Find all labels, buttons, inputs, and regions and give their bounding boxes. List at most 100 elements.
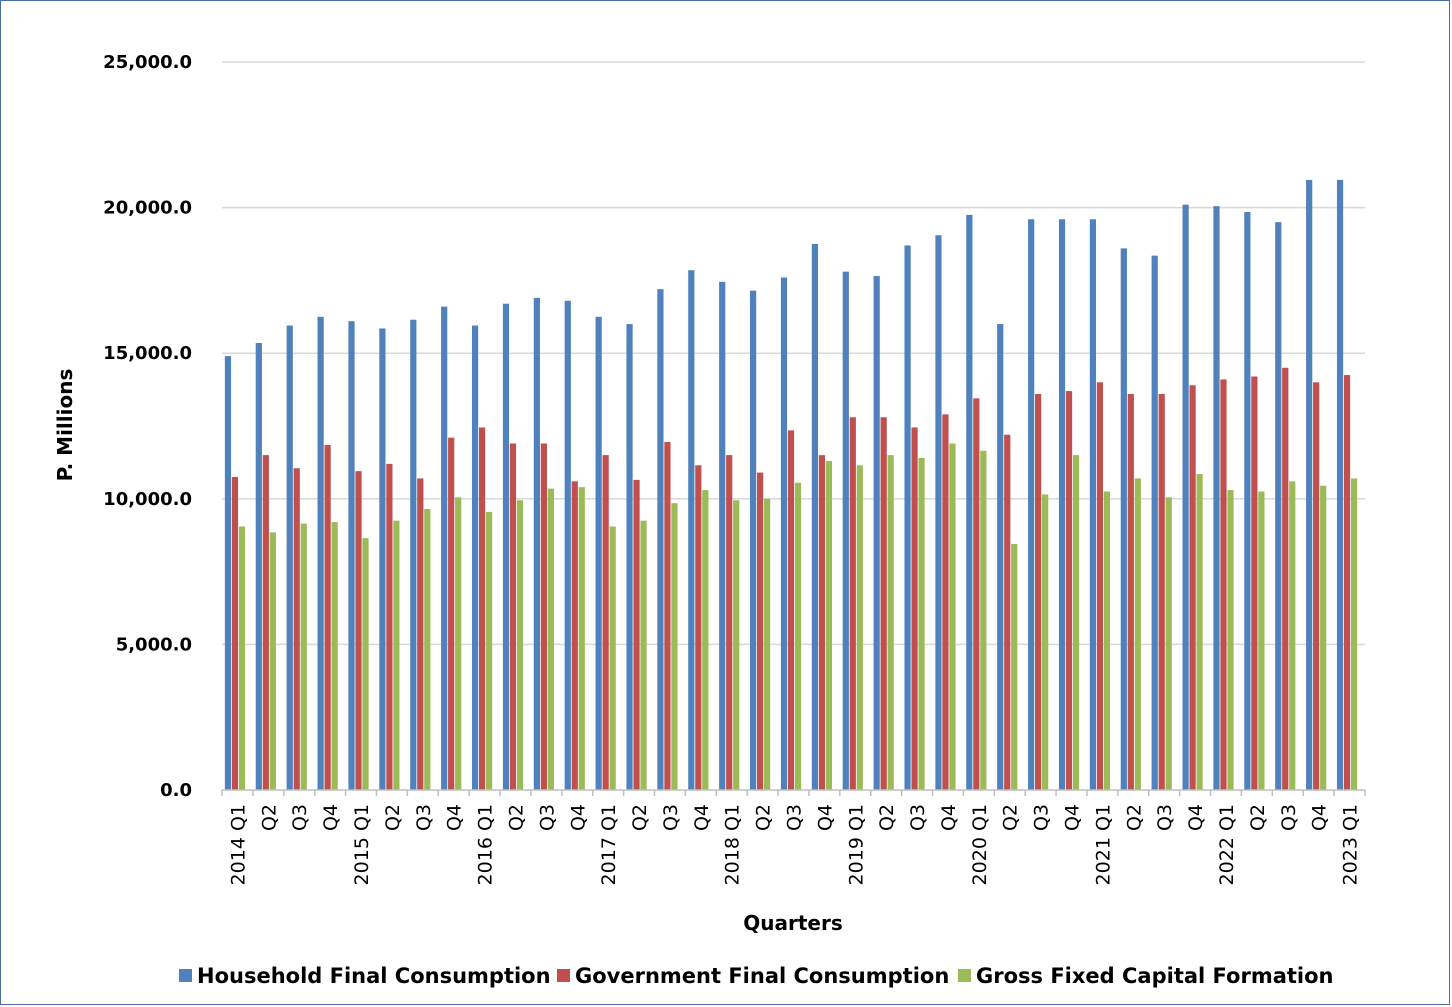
x-tick-label: Q4 xyxy=(567,804,589,831)
bar xyxy=(1275,222,1282,790)
bar xyxy=(564,300,571,790)
x-tick-label: Q3 xyxy=(413,804,435,831)
bar xyxy=(657,289,664,790)
bar xyxy=(1072,455,1080,790)
bar xyxy=(873,276,880,791)
x-axis-title: Quarters xyxy=(743,911,843,935)
bar xyxy=(973,398,980,790)
bar xyxy=(471,325,479,790)
bar xyxy=(664,442,671,790)
x-tick-label: Q4 xyxy=(814,804,836,831)
bar xyxy=(757,472,764,790)
x-tick-label: Q3 xyxy=(660,804,682,831)
x-tick-label: Q2 xyxy=(1000,804,1022,831)
x-tick-label: Q2 xyxy=(1123,804,1145,831)
bar xyxy=(1251,376,1258,790)
bar xyxy=(966,214,973,790)
bar xyxy=(1350,478,1358,790)
bar xyxy=(695,465,702,790)
bar xyxy=(324,444,331,790)
bar xyxy=(269,532,276,790)
bar xyxy=(1165,497,1172,790)
bars xyxy=(224,179,1358,791)
y-tick-label: 15,000.0 xyxy=(103,343,192,364)
bar xyxy=(1227,490,1234,790)
legend: Household Final Consumption Government Fi… xyxy=(179,964,1333,988)
bar xyxy=(1103,491,1111,790)
x-tick-label: Q2 xyxy=(258,804,280,831)
bar xyxy=(533,297,540,790)
bar xyxy=(733,500,740,790)
bar xyxy=(825,460,832,790)
bar xyxy=(750,290,757,790)
legend-swatch xyxy=(179,969,192,982)
bar xyxy=(1189,385,1196,790)
bar xyxy=(348,321,355,790)
bar xyxy=(1065,391,1073,790)
bar xyxy=(331,522,338,790)
x-tick-label: Q2 xyxy=(1247,804,1269,831)
bar xyxy=(317,316,324,790)
bar xyxy=(448,437,455,790)
bar xyxy=(842,271,849,790)
bar xyxy=(1336,179,1344,790)
bar xyxy=(1004,434,1011,790)
bar xyxy=(719,281,726,790)
bar xyxy=(880,417,887,790)
bar xyxy=(547,488,554,790)
x-tick-label: Q4 xyxy=(691,804,713,831)
bar xyxy=(918,458,925,790)
bar xyxy=(441,306,448,790)
bar xyxy=(818,455,825,790)
y-axis-title: P. Millions xyxy=(53,369,77,482)
bar xyxy=(293,468,300,790)
bar xyxy=(1042,494,1049,790)
x-tick-label: Q2 xyxy=(382,804,404,831)
bar xyxy=(949,443,956,790)
bar xyxy=(424,508,431,790)
bar xyxy=(578,487,585,790)
bar xyxy=(1244,211,1251,790)
bar xyxy=(262,455,269,790)
bar xyxy=(849,417,856,790)
bar xyxy=(1213,206,1220,791)
x-tick-label: Q3 xyxy=(1278,804,1300,831)
bar xyxy=(1011,543,1018,790)
bar xyxy=(794,482,802,790)
x-tick-label: 2017 Q1 xyxy=(598,804,620,885)
bar xyxy=(1220,379,1227,790)
y-tick-label: 5,000.0 xyxy=(116,634,192,655)
bar xyxy=(787,430,795,790)
legend-label: Gross Fixed Capital Formation xyxy=(976,964,1333,988)
bar xyxy=(887,455,894,790)
x-tick-label: Q4 xyxy=(320,804,342,831)
bar xyxy=(393,520,400,790)
bar xyxy=(1058,219,1066,791)
bar xyxy=(671,503,678,790)
bar xyxy=(688,270,695,790)
bar xyxy=(980,450,987,790)
y-axis-ticks: 0.0 5,000.0 10,000.0 15,000.0 20,000.0 25,000… xyxy=(103,52,192,801)
bar xyxy=(764,498,771,790)
bar xyxy=(1306,179,1313,790)
y-tick-label: 0.0 xyxy=(160,780,192,801)
bar xyxy=(1343,375,1351,790)
bar xyxy=(1151,255,1158,790)
bar xyxy=(571,481,578,790)
x-tick-label: 2019 Q1 xyxy=(845,804,867,885)
legend-label: Household Final Consumption xyxy=(197,964,551,988)
bar xyxy=(1120,248,1127,791)
bar xyxy=(856,465,863,790)
bar xyxy=(633,479,640,790)
bar xyxy=(942,414,949,790)
bar xyxy=(1089,219,1097,791)
x-tick-label: Q2 xyxy=(876,804,898,831)
bar xyxy=(609,526,616,790)
x-tick-label: Q2 xyxy=(753,804,775,831)
x-tick-label: 2022 Q1 xyxy=(1216,804,1238,885)
x-tick-label: Q2 xyxy=(629,804,651,831)
x-tick-label: 2016 Q1 xyxy=(475,804,497,885)
y-tick-label: 10,000.0 xyxy=(103,489,192,510)
